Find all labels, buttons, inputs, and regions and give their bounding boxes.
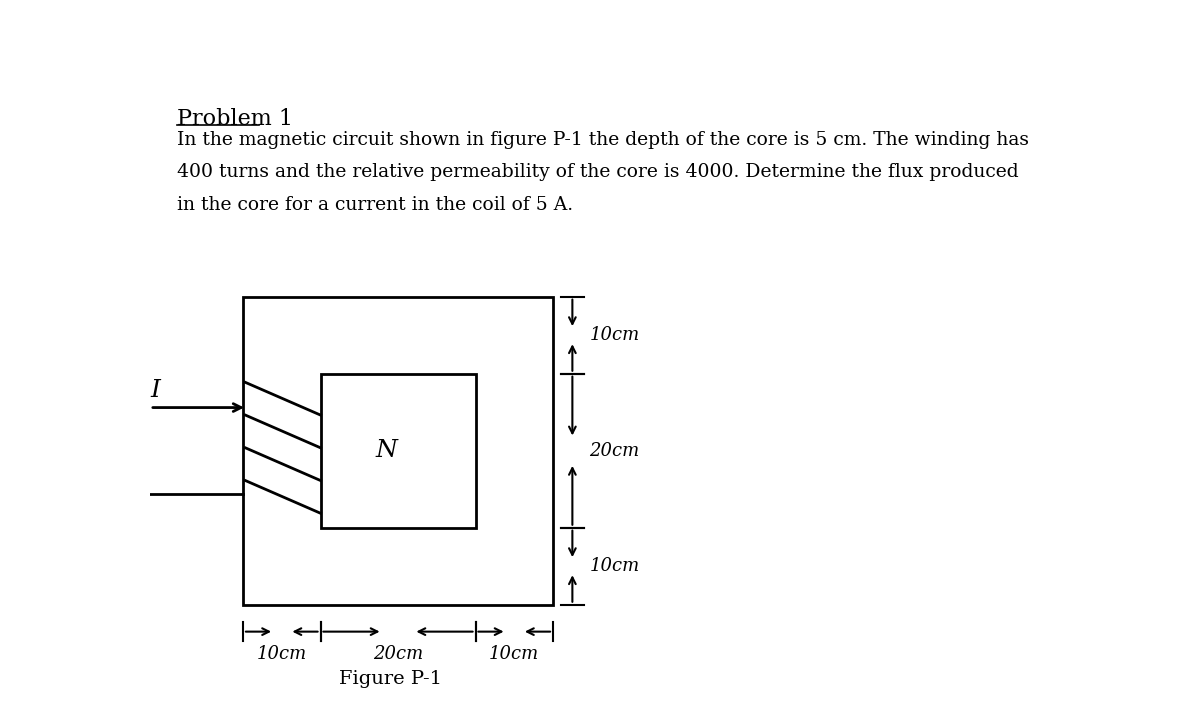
Text: 400 turns and the relative permeability of the core is 4000. Determine the flux : 400 turns and the relative permeability … [178, 164, 1019, 182]
Text: 10cm: 10cm [257, 646, 307, 664]
Text: 20cm: 20cm [373, 646, 424, 664]
Text: N: N [376, 439, 397, 462]
Text: 10cm: 10cm [490, 646, 539, 664]
Text: 20cm: 20cm [589, 442, 640, 459]
Bar [320, 374, 475, 528]
Bar [242, 297, 553, 605]
Text: I: I [150, 379, 160, 402]
Text: 10cm: 10cm [589, 557, 640, 575]
Text: in the core for a current in the coil of 5 A.: in the core for a current in the coil of… [178, 196, 574, 214]
Text: Figure P-1: Figure P-1 [338, 670, 442, 688]
Text: 10cm: 10cm [589, 326, 640, 344]
Text: Problem 1: Problem 1 [178, 108, 293, 130]
Text: In the magnetic circuit shown in figure P-1 the depth of the core is 5 cm. The w: In the magnetic circuit shown in figure … [178, 131, 1030, 149]
